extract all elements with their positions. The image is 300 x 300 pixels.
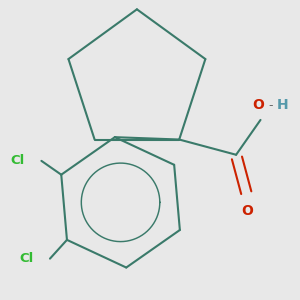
Text: O: O — [241, 204, 253, 218]
Text: O: O — [252, 98, 264, 112]
Text: Cl: Cl — [11, 154, 25, 167]
Text: -: - — [269, 99, 273, 112]
Text: H: H — [277, 98, 289, 112]
Text: Cl: Cl — [20, 252, 34, 265]
